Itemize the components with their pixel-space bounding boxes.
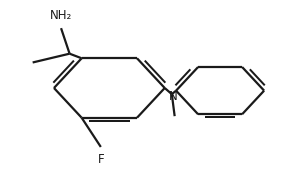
Text: N: N — [169, 90, 178, 103]
Text: NH₂: NH₂ — [50, 9, 72, 22]
Text: F: F — [97, 153, 104, 166]
